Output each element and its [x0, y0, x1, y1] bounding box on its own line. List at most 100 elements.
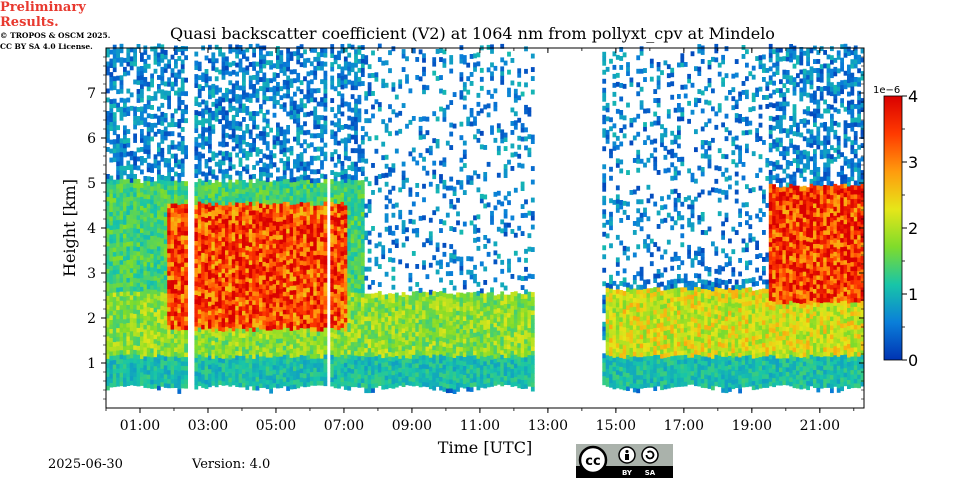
heatmap-cell [157, 165, 161, 170]
heatmap-cell [160, 75, 165, 81]
heatmap-cell [381, 294, 386, 300]
heatmap-cell [245, 164, 250, 170]
heatmap-cell [276, 253, 280, 258]
heatmap-cell [340, 80, 345, 85]
heatmap-cell [214, 242, 219, 248]
heatmap-cell [174, 108, 178, 114]
heatmap-cell [337, 365, 341, 371]
heatmap-cell [279, 230, 284, 236]
heatmap-cell [282, 286, 287, 292]
heatmap-cell [174, 77, 178, 82]
heatmap-cell [133, 178, 137, 184]
heatmap-cell [211, 155, 216, 161]
heatmap-cell [293, 339, 297, 345]
heatmap-cell [347, 372, 352, 378]
heatmap-cell [109, 369, 114, 374]
heatmap-cell [116, 138, 120, 144]
heatmap-cell [106, 201, 110, 206]
heatmap-cell [129, 321, 134, 327]
heatmap-cell [208, 283, 212, 289]
heatmap-cell [150, 339, 154, 344]
heatmap-cell [313, 88, 318, 94]
heatmap-cell [194, 240, 199, 246]
heatmap-cell [265, 366, 270, 372]
heatmap-cell [160, 341, 165, 347]
heatmap-cell [150, 208, 154, 214]
heatmap-cell [211, 83, 216, 89]
heatmap-cell [252, 363, 256, 368]
heatmap-cell [343, 344, 348, 350]
heatmap-cell [269, 307, 273, 313]
heatmap-cell [150, 136, 154, 142]
heatmap-cell [360, 256, 365, 262]
heatmap-cell [201, 207, 205, 213]
heatmap-cell [350, 62, 355, 68]
heatmap-cell [398, 349, 403, 355]
heatmap-cell [333, 383, 338, 389]
heatmap-cell [204, 172, 209, 178]
heatmap-cell [299, 80, 304, 86]
heatmap-cell [405, 299, 409, 305]
heatmap-cell [214, 377, 219, 383]
heatmap-cell [259, 131, 263, 136]
heatmap-cell [204, 226, 209, 232]
heatmap-cell [167, 149, 171, 155]
heatmap-cell [289, 209, 294, 214]
heatmap-cell [133, 259, 137, 265]
heatmap-cell [265, 199, 270, 205]
heatmap-cell [235, 283, 239, 288]
heatmap-cell [170, 140, 175, 146]
heatmap-cell [194, 339, 199, 345]
heatmap-cell [126, 291, 131, 296]
heatmap-cell [160, 269, 165, 275]
heatmap-cell [170, 378, 175, 384]
heatmap-cell [320, 254, 324, 260]
heatmap-cell [225, 123, 229, 129]
heatmap-cell [133, 223, 137, 229]
heatmap-cell [265, 384, 270, 390]
heatmap-cell [184, 334, 188, 340]
heatmap-cell [167, 275, 171, 281]
heatmap-cell [276, 298, 280, 303]
heatmap-cell [320, 371, 324, 377]
heatmap-cell [316, 187, 321, 192]
heatmap-cell [265, 109, 270, 115]
heatmap-cell [170, 194, 175, 200]
heatmap-cell [177, 141, 182, 147]
heatmap-cell [248, 174, 253, 180]
heatmap-cell [343, 65, 348, 71]
heatmap-cell [316, 115, 321, 120]
heatmap-cell [330, 228, 335, 234]
heatmap-cell [140, 232, 144, 238]
heatmap-cell [221, 169, 226, 175]
heatmap-cell [150, 217, 154, 223]
heatmap-cell [343, 380, 348, 386]
heatmap-cell [333, 324, 338, 330]
heatmap-cell [235, 355, 239, 360]
heatmap-cell [221, 187, 226, 193]
heatmap-cell [201, 194, 205, 199]
heatmap-cell [299, 183, 304, 189]
heatmap-cell [360, 342, 365, 347]
heatmap-cell [150, 177, 154, 182]
heatmap-cell [245, 331, 250, 336]
heatmap-cell [313, 232, 318, 238]
heatmap-cell [177, 195, 182, 201]
heatmap-cell [157, 363, 161, 368]
heatmap-cell [333, 185, 338, 191]
heatmap-cell [286, 219, 290, 225]
heatmap-cell [371, 388, 375, 393]
heatmap-cell [282, 340, 287, 346]
heatmap-cell [106, 291, 110, 296]
heatmap-cell [262, 185, 267, 190]
heatmap-cell [231, 240, 236, 246]
heatmap-cell [303, 175, 307, 181]
heatmap-cell [174, 374, 178, 379]
heatmap-cell [340, 215, 345, 220]
heatmap-cell [146, 306, 151, 312]
heatmap-cell [163, 360, 168, 366]
heatmap-cell [180, 383, 185, 389]
heatmap-cell [306, 264, 311, 270]
heatmap-cell [320, 259, 324, 265]
heatmap-cell [153, 239, 158, 245]
